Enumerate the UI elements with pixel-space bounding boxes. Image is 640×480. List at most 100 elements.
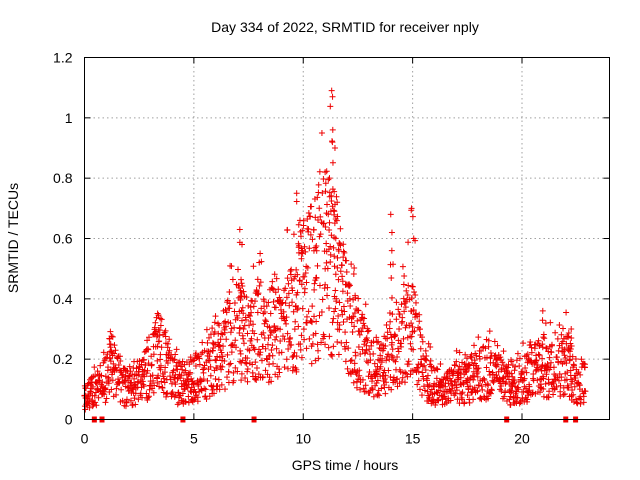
data-point <box>227 320 234 327</box>
data-point <box>157 351 164 358</box>
data-point <box>422 347 429 354</box>
data-point <box>162 364 169 371</box>
data-point <box>236 308 243 315</box>
data-point <box>361 322 368 329</box>
data-point <box>301 285 308 292</box>
data-point <box>567 346 574 353</box>
data-point <box>415 377 422 384</box>
data-point <box>331 145 338 151</box>
data-point <box>301 273 308 280</box>
y-tick-labels: 0 0.2 0.4 0.6 0.8 1 1.2 <box>53 50 73 428</box>
data-point <box>108 386 115 393</box>
data-point <box>300 326 307 333</box>
data-point <box>167 376 174 383</box>
data-point <box>416 311 423 318</box>
data-point <box>388 386 395 393</box>
data-point <box>219 363 226 370</box>
data-point <box>216 354 223 361</box>
data-point <box>194 394 201 401</box>
data-point <box>356 367 363 374</box>
data-point <box>272 336 279 343</box>
data-point <box>388 274 395 281</box>
data-point <box>310 226 317 233</box>
data-point <box>228 263 235 270</box>
data-point <box>117 357 124 364</box>
data-point <box>311 286 318 293</box>
data-point <box>211 329 218 336</box>
data-point <box>322 188 329 195</box>
data-point <box>234 315 241 322</box>
data-point <box>212 313 219 320</box>
data-point <box>265 299 272 306</box>
data-point <box>340 303 347 310</box>
data-point <box>327 251 334 258</box>
data-point <box>273 333 280 340</box>
data-point <box>383 379 390 386</box>
data-point <box>207 372 214 379</box>
data-point <box>352 294 359 301</box>
data-points <box>81 87 589 413</box>
data-point <box>571 383 578 390</box>
data-point <box>283 320 290 327</box>
data-point <box>217 336 224 343</box>
data-point <box>386 310 393 317</box>
data-point <box>155 372 162 379</box>
data-point <box>292 318 299 325</box>
data-point <box>567 367 574 374</box>
data-point <box>270 298 277 305</box>
data-point <box>433 375 440 382</box>
data-point <box>175 389 182 396</box>
data-point <box>322 224 329 231</box>
data-point <box>218 366 225 373</box>
data-point <box>290 231 297 238</box>
data-point <box>535 337 542 344</box>
data-point <box>339 311 346 318</box>
data-point <box>136 357 143 364</box>
data-point <box>378 385 385 392</box>
data-point <box>119 397 126 404</box>
data-point <box>137 390 144 397</box>
data-point <box>388 352 395 359</box>
data-point <box>218 349 225 356</box>
data-point <box>272 289 279 296</box>
data-point <box>419 369 426 376</box>
data-point <box>190 381 197 388</box>
data-point <box>283 314 290 321</box>
data-point <box>336 299 343 306</box>
data-point <box>212 376 219 383</box>
data-point <box>203 326 210 333</box>
data-point <box>226 361 233 368</box>
data-point <box>259 357 266 364</box>
data-point <box>534 377 541 384</box>
data-point <box>312 330 319 337</box>
data-point <box>224 374 231 381</box>
data-point <box>332 305 339 312</box>
data-point <box>311 313 318 320</box>
data-point <box>263 318 270 325</box>
data-point <box>113 385 120 392</box>
data-point <box>158 316 165 323</box>
data-point <box>126 363 133 370</box>
data-point <box>200 376 207 383</box>
data-point <box>516 362 523 369</box>
data-point <box>561 352 568 359</box>
data-point <box>407 371 414 378</box>
data-point <box>253 364 260 371</box>
data-point <box>355 343 362 350</box>
data-point <box>271 323 278 330</box>
data-point <box>556 321 563 328</box>
data-point <box>290 308 297 315</box>
data-point <box>381 375 388 382</box>
data-point <box>498 383 505 390</box>
data-point <box>577 396 584 403</box>
data-point <box>331 263 338 270</box>
data-point <box>510 379 517 386</box>
data-point <box>357 386 364 393</box>
data-point <box>186 361 193 368</box>
data-point <box>504 364 511 371</box>
data-point <box>260 310 267 317</box>
data-point <box>231 324 238 331</box>
data-point <box>486 368 493 375</box>
data-point <box>236 284 243 291</box>
